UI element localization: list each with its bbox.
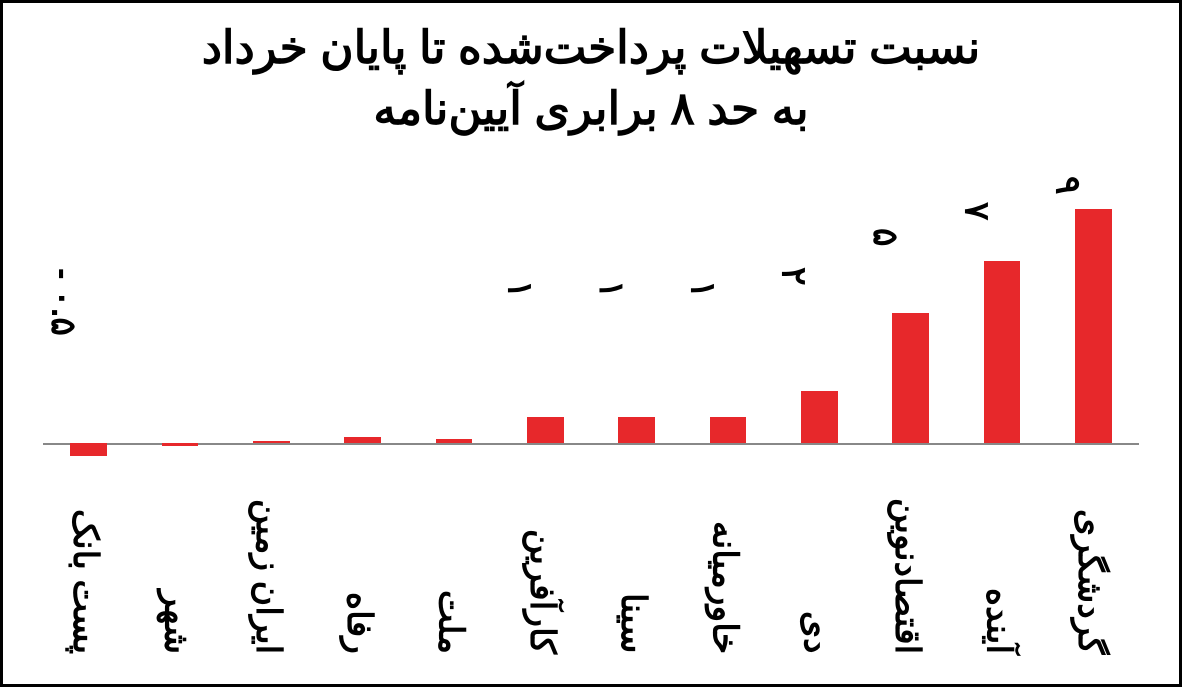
bar-value-label: ۱ — [591, 168, 682, 411]
bar-value-label: ۱ — [500, 168, 591, 411]
chart-title-line2: به حد ۸ برابری آیین‌نامه — [3, 78, 1179, 139]
bar — [344, 437, 381, 442]
bar — [436, 439, 473, 443]
chart-frame: { "chart": { "type": "bar", "title_line1… — [0, 0, 1182, 687]
category-label: کارآفرین — [522, 453, 562, 654]
category-label: گردشگری — [1070, 453, 1110, 654]
category-label: اقتصادنوین — [887, 453, 927, 654]
category-label: خاورمیانه — [704, 453, 744, 654]
category-label: ملت — [430, 453, 470, 654]
bar-value-label: ۰.۵ - — [43, 168, 134, 437]
category-label: دی — [796, 453, 836, 654]
category-label: پست بانک — [65, 453, 105, 654]
bar-value-label: ۹ — [1048, 168, 1139, 203]
chart-title-line1: نسبت تسهیلات پرداخت‌شده تا پایان خرداد — [3, 17, 1179, 78]
chart-area: ۹گردشگری۷آینده۵اقتصادنوین۲دی۱خاورمیانه۱س… — [43, 168, 1139, 654]
bar — [253, 441, 290, 442]
category-label: ایران زمین — [248, 453, 288, 654]
bar-value-label: ۲ — [774, 168, 865, 385]
bar-value-label: ۵ — [865, 168, 956, 307]
bar — [801, 391, 838, 443]
category-label: شهر — [156, 453, 196, 654]
bar — [618, 417, 655, 443]
bar-value-label: ۱ — [682, 168, 773, 411]
bar — [527, 417, 564, 443]
chart-title: نسبت تسهیلات پرداخت‌شده تا پایان خرداد ب… — [3, 3, 1179, 139]
bar — [1075, 209, 1112, 443]
bar-value-label: ۷ — [956, 168, 1047, 255]
category-label: سینا — [613, 453, 653, 654]
chart-plot: ۹گردشگری۷آینده۵اقتصادنوین۲دی۱خاورمیانه۱س… — [43, 168, 1139, 654]
bar — [162, 443, 199, 447]
bar — [984, 261, 1021, 443]
category-label: رفاه — [339, 453, 379, 654]
bar — [892, 313, 929, 443]
category-label: آینده — [978, 453, 1018, 654]
bar — [710, 417, 747, 443]
chart-baseline — [43, 443, 1139, 445]
